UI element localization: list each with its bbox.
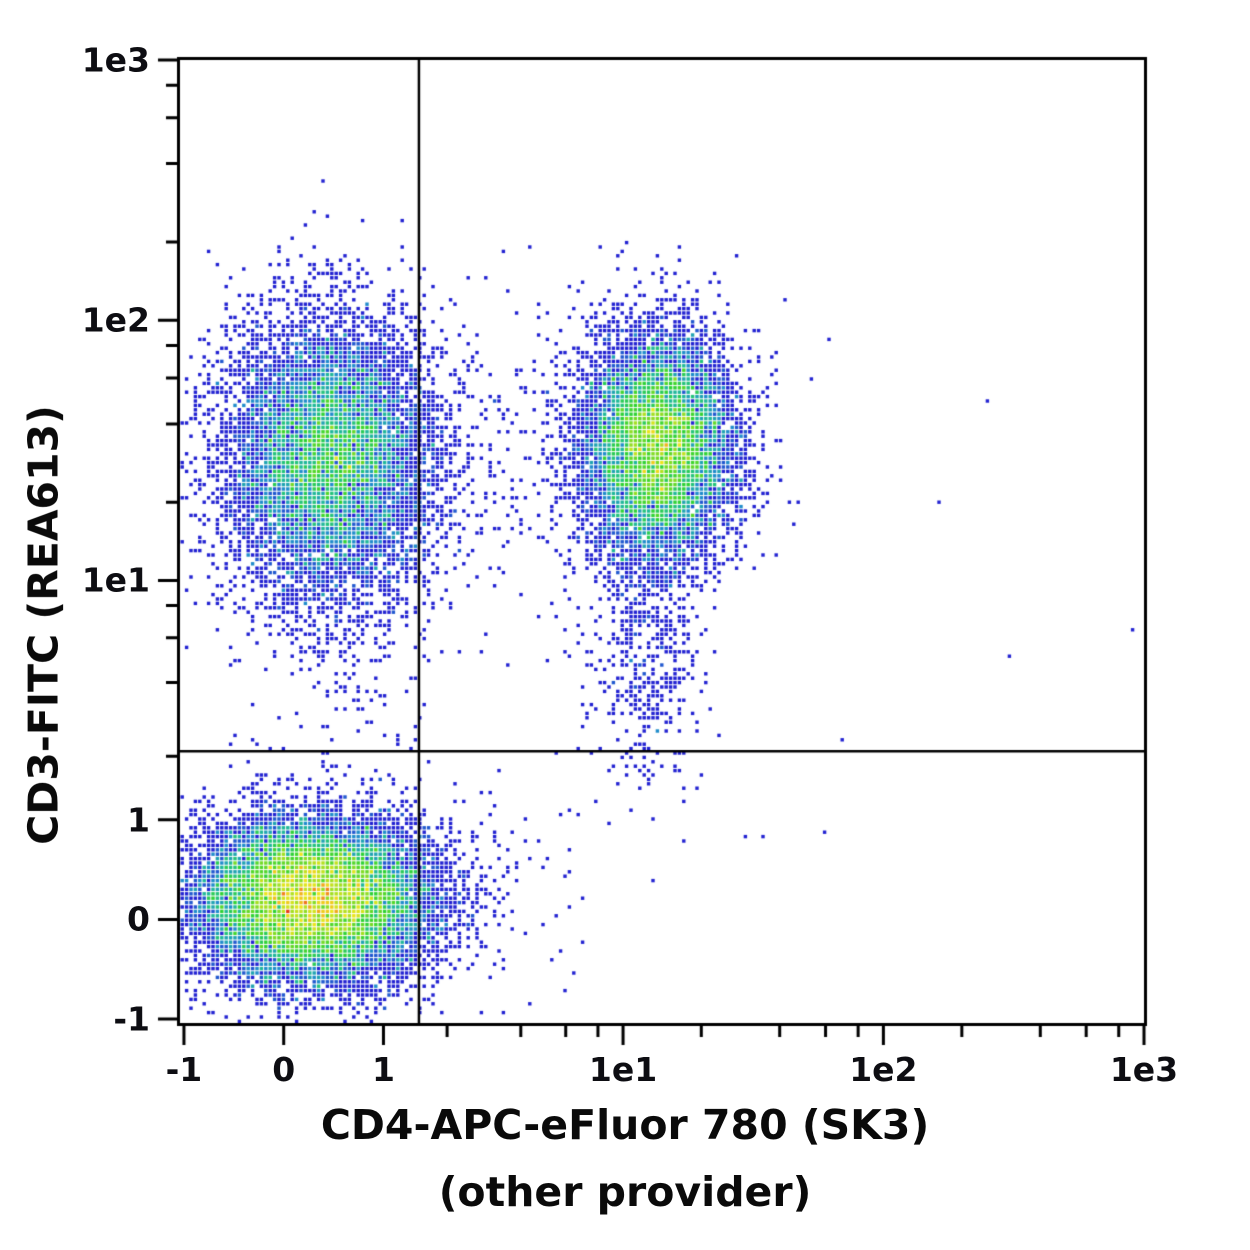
x-tick-label: 1e1	[588, 1050, 658, 1089]
y-tick-label: 1	[127, 800, 150, 840]
y-tick-label: 0	[127, 899, 150, 939]
y-tick-label: 1e3	[81, 40, 150, 80]
x-tick-label: 1e2	[849, 1050, 918, 1089]
y-tick-label: 1e2	[81, 300, 150, 340]
x-tick-label: 1	[371, 1050, 395, 1089]
x-tick-label: -1	[165, 1050, 203, 1089]
x-tick-label: 1e3	[1109, 1050, 1179, 1089]
y-tick-label: -1	[113, 999, 150, 1039]
x-tick-label: 0	[272, 1050, 296, 1089]
y-tick-label: 1e1	[81, 560, 150, 600]
x-axis-title: CD4-APC-eFluor 780 (SK3)	[320, 1101, 930, 1149]
y-axis-title: CD3-FITC (REA613)	[19, 405, 68, 845]
x-axis-subtitle: (other provider)	[438, 1168, 812, 1216]
